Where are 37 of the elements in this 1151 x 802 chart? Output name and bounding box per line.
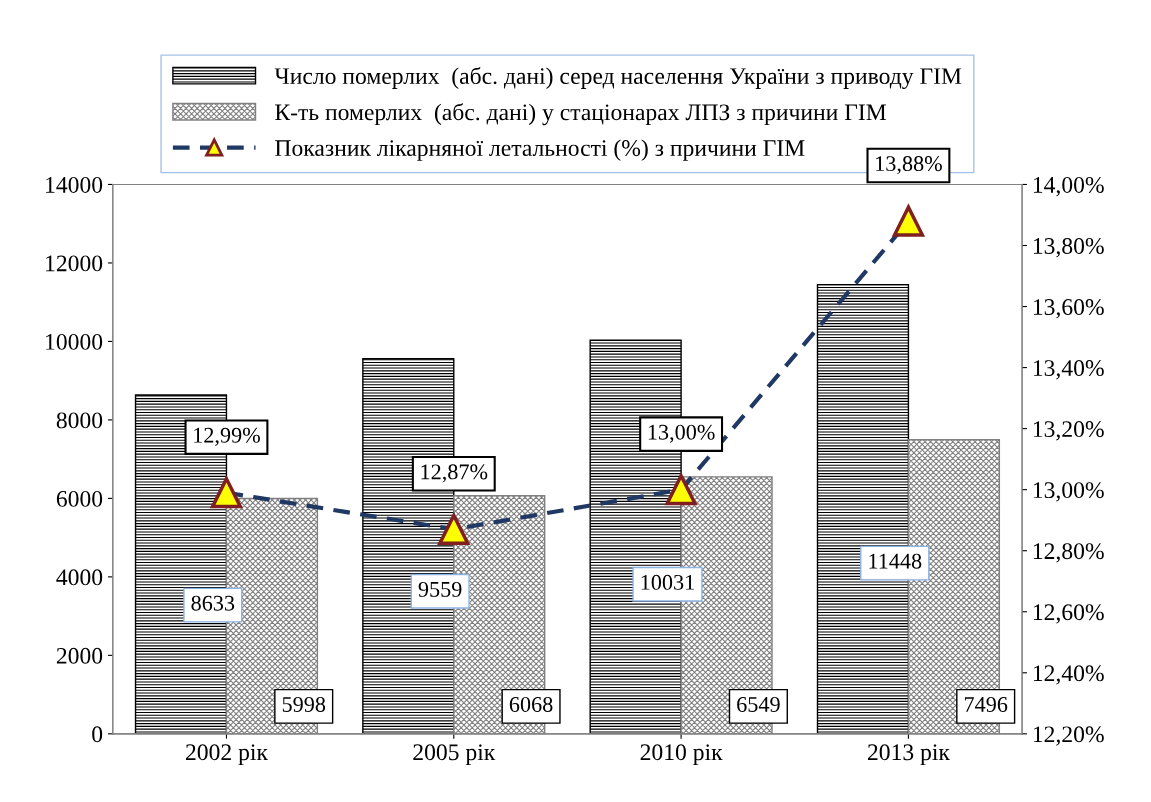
x-tick-label: 2010 рік (640, 744, 723, 765)
data-label: 8633 (191, 595, 235, 611)
data-label: 5998 (282, 696, 326, 712)
y-tick-label: 4000 (56, 569, 103, 586)
legend-label: Показник лікарняної летальності (%) з причини ГІМ (275, 139, 805, 161)
data-label: 13,88% (876, 156, 942, 175)
y2-tick-label: 13,80% (1033, 237, 1104, 258)
y2-tick-label: 12,20% (1033, 726, 1104, 746)
data-label: 12,87% (421, 464, 488, 483)
y-tick-label: 12000 (46, 255, 103, 272)
y2-tick-label: 12,40% (1033, 665, 1104, 685)
data-label: 10031 (641, 574, 694, 590)
y-tick-label: 8000 (56, 412, 103, 429)
x-tick-label: 2002 рік (186, 744, 268, 765)
y2-tick-label: 13,20% (1033, 421, 1104, 441)
y-tick-label: 2000 (56, 647, 103, 664)
y2-tick-label: 12,60% (1033, 604, 1104, 624)
legend-label: Число померлих (абс. дані) серед населення України з приводу ГІМ (274, 66, 962, 89)
y-tick-label: 6000 (56, 490, 103, 507)
y-tick-label: 0 (92, 726, 103, 743)
data-label: 6068 (509, 696, 553, 712)
y2-tick-label: 13,00% (1033, 482, 1104, 502)
y-tick-label: 10000 (46, 333, 103, 350)
y2-tick-label: 13,40% (1033, 360, 1104, 380)
y2-tick-label: 13,60% (1033, 299, 1104, 319)
y2-tick-label: 14,00% (1033, 176, 1104, 197)
data-label: 7496 (964, 696, 1008, 712)
legend-label: К-ть померлих (абс. дані) у стаціонарах ЛПЗ з причини ГІМ (275, 103, 887, 126)
data-label: 6549 (737, 696, 780, 712)
data-label: 13,00% (648, 424, 715, 443)
data-label: 9559 (418, 581, 462, 597)
data-label: 11448 (869, 553, 922, 569)
x-tick-label: 2013 рік (867, 744, 950, 765)
data-label: 12,99% (194, 427, 260, 446)
x-tick-label: 2005 рік (413, 744, 496, 765)
y-tick-label: 14000 (46, 176, 103, 193)
y2-tick-label: 12,80% (1033, 543, 1104, 563)
